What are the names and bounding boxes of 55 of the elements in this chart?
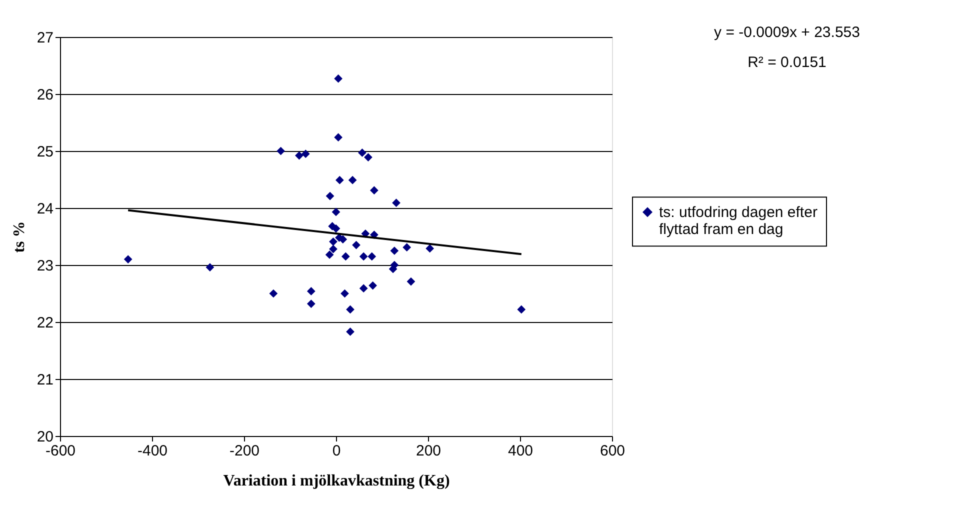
- point: [346, 328, 354, 336]
- y-tick-label: 23: [36, 258, 54, 274]
- point: [364, 153, 372, 162]
- point: [332, 208, 340, 216]
- point: [390, 246, 399, 255]
- x-tick-label: 400: [508, 442, 534, 460]
- point: [276, 146, 285, 156]
- y-tick-label: 22: [36, 314, 54, 332]
- y-tick-label: 26: [36, 86, 54, 104]
- y-tick-label: 25: [36, 144, 54, 160]
- point: [346, 305, 354, 314]
- x-axis-title: Variation i mjölkavkastning (Kg): [223, 472, 450, 490]
- point: [334, 74, 342, 83]
- x-tick-label: -600: [45, 442, 76, 460]
- point: [334, 133, 342, 142]
- point: [340, 289, 349, 298]
- x-tick-label: 200: [416, 442, 442, 460]
- point: [517, 305, 526, 314]
- text: R² = 0.0151: [748, 54, 826, 71]
- x-tick-label: 0: [332, 442, 341, 460]
- y-tick-label: 20: [36, 428, 54, 446]
- point: [341, 252, 350, 261]
- point: [335, 176, 344, 184]
- point: [358, 148, 366, 157]
- point: [368, 281, 377, 290]
- x-tick-label: -400: [137, 442, 168, 460]
- point: [306, 300, 316, 308]
- point: [406, 277, 416, 286]
- point: [301, 150, 310, 158]
- y-tick-label: 24: [36, 200, 54, 218]
- point: [370, 186, 378, 195]
- y-tick-label: 21: [36, 372, 54, 388]
- point: [306, 287, 316, 296]
- point: [402, 243, 412, 252]
- x-tick-label: 600: [600, 442, 626, 460]
- point: [124, 255, 132, 264]
- point: [325, 250, 334, 259]
- point: [426, 244, 434, 253]
- point: [352, 240, 360, 250]
- point: [295, 151, 304, 160]
- point: [206, 263, 214, 272]
- text: y = -0.0009x + 23.553: [714, 24, 860, 41]
- point: [359, 284, 368, 293]
- x-tick-label: -200: [229, 442, 260, 460]
- point: [329, 244, 338, 254]
- point: [359, 252, 368, 261]
- point: [348, 176, 357, 184]
- y-axis-title: ts %: [10, 221, 28, 253]
- point: [392, 198, 400, 208]
- legend-label: ts: utfodring dagen efter flyttad fram en dag: [659, 204, 818, 238]
- point: [269, 289, 278, 298]
- y-tick-label: 27: [36, 30, 54, 46]
- point: [329, 237, 338, 246]
- point: [326, 192, 334, 200]
- point: [368, 252, 376, 261]
